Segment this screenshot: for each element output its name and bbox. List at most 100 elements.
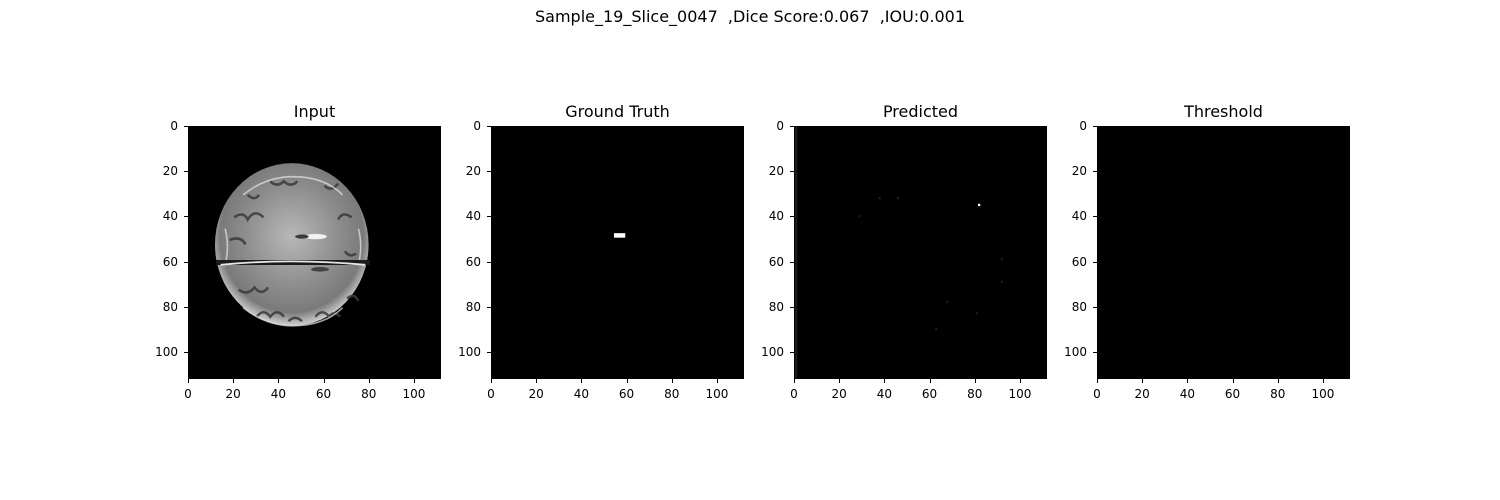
y-tick-mark [1093, 261, 1097, 263]
y-tick-label: 100 [458, 344, 481, 359]
x-tick-mark [581, 379, 583, 383]
panel-threshold: Threshold 0 0 20 20 40 40 60 60 80 80 100 100 [1059, 100, 1399, 420]
ground-truth-mask-region [613, 233, 626, 238]
x-tick-mark [1277, 379, 1279, 383]
y-tick-label: 60 [465, 254, 481, 269]
x-tick-mark [884, 379, 886, 383]
y-tick-mark [1093, 306, 1097, 308]
y-tick-mark [184, 351, 188, 353]
x-tick-label: 0 [1093, 387, 1101, 401]
y-tick-label: 20 [768, 164, 784, 179]
x-tick-mark [929, 379, 931, 383]
x-tick-label: 20 [225, 387, 241, 401]
y-tick-mark [184, 216, 188, 218]
x-tick-mark [233, 379, 235, 383]
panel-predicted: Predicted 0 0 20 20 40 40 60 60 80 80 100 100 [756, 100, 1096, 420]
y-tick-mark [184, 306, 188, 308]
predicted-faint-point [858, 215, 861, 218]
predicted-faint-point [896, 197, 899, 200]
y-tick-label: 40 [768, 209, 784, 224]
y-tick-mark [487, 261, 491, 263]
x-tick-label: 80 [664, 387, 680, 401]
y-tick-label: 100 [1064, 344, 1087, 359]
x-tick-mark [671, 379, 673, 383]
x-tick-label: 100 [402, 387, 426, 401]
y-tick-mark [184, 171, 188, 173]
ground-truth-mask-image [613, 233, 626, 238]
predicted-faint-point [1000, 258, 1003, 261]
x-tick-label: 0 [487, 387, 495, 401]
predicted-faint-point [1000, 280, 1003, 283]
y-tick-label: 0 [473, 119, 481, 133]
y-tick-label: 0 [1079, 119, 1087, 133]
panel-title-input: Input [293, 102, 336, 121]
y-tick-label: 80 [1071, 299, 1087, 314]
y-tick-label: 0 [170, 119, 178, 133]
y-tick-mark [790, 171, 794, 173]
x-tick-label: 100 [1008, 387, 1032, 401]
y-tick-mark [487, 126, 491, 127]
y-tick-label: 20 [465, 164, 481, 179]
x-tick-label: 40 [270, 387, 286, 401]
x-tick-label: 20 [1134, 387, 1150, 401]
x-tick-mark [1187, 379, 1189, 383]
predicted-bright-point [977, 203, 981, 207]
x-tick-mark [1232, 379, 1234, 383]
threshold-mask-image [1098, 127, 1350, 379]
x-tick-label: 60 [618, 387, 635, 401]
x-tick-mark [1019, 379, 1021, 383]
image-axes-predicted [794, 126, 1047, 379]
y-tick-label: 60 [162, 254, 178, 269]
y-tick-label: 100 [155, 344, 178, 359]
x-tick-label: 0 [790, 387, 798, 401]
predicted-edge-noise [795, 127, 798, 378]
x-tick-label: 60 [1224, 387, 1241, 401]
x-tick-label: 80 [1270, 387, 1286, 401]
y-tick-mark [184, 261, 188, 263]
x-tick-mark [188, 379, 189, 383]
y-tick-mark [184, 126, 188, 127]
panel-title-ground-truth: Ground Truth [565, 102, 670, 121]
y-tick-label: 100 [761, 344, 784, 359]
image-axes-input [188, 126, 441, 379]
y-tick-mark [1093, 171, 1097, 173]
y-tick-mark [1093, 216, 1097, 218]
y-tick-mark [487, 351, 491, 353]
x-tick-mark [323, 379, 325, 383]
panel-ground-truth: Ground Truth 0 0 20 20 40 40 60 60 80 80 100 100 [453, 100, 793, 420]
y-tick-label: 40 [465, 209, 481, 224]
x-tick-mark [626, 379, 628, 383]
image-axes-threshold [1097, 126, 1350, 379]
y-tick-label: 80 [768, 299, 784, 314]
x-tick-mark [278, 379, 280, 383]
x-tick-label: 40 [1179, 387, 1195, 401]
x-tick-mark [1322, 379, 1324, 383]
x-tick-label: 80 [361, 387, 377, 401]
x-tick-mark [794, 379, 795, 383]
predicted-faint-point [878, 197, 881, 200]
brain-mri-image [214, 163, 370, 327]
y-tick-label: 0 [776, 119, 784, 133]
x-tick-mark [368, 379, 370, 383]
figure-title: Sample_19_Slice_0047 ,Dice Score:0.067 ,… [535, 7, 965, 26]
y-tick-mark [1093, 351, 1097, 353]
x-tick-label: 20 [831, 387, 847, 401]
y-tick-label: 40 [162, 209, 178, 224]
x-tick-mark [974, 379, 976, 383]
panel-title-predicted: Predicted [882, 102, 959, 121]
y-tick-mark [487, 216, 491, 218]
y-tick-label: 80 [465, 299, 481, 314]
predicted-map-image [795, 127, 1003, 378]
x-tick-label: 40 [573, 387, 589, 401]
predicted-faint-point [946, 300, 949, 304]
x-tick-mark [491, 379, 492, 383]
x-tick-label: 20 [528, 387, 544, 401]
predicted-faint-point [975, 312, 978, 315]
panel-title-threshold: Threshold [1184, 102, 1263, 121]
y-tick-mark [790, 126, 794, 127]
y-tick-label: 20 [162, 164, 178, 179]
x-tick-mark [716, 379, 718, 383]
x-tick-mark [1097, 379, 1098, 383]
x-tick-mark [536, 379, 538, 383]
y-tick-mark [790, 261, 794, 263]
